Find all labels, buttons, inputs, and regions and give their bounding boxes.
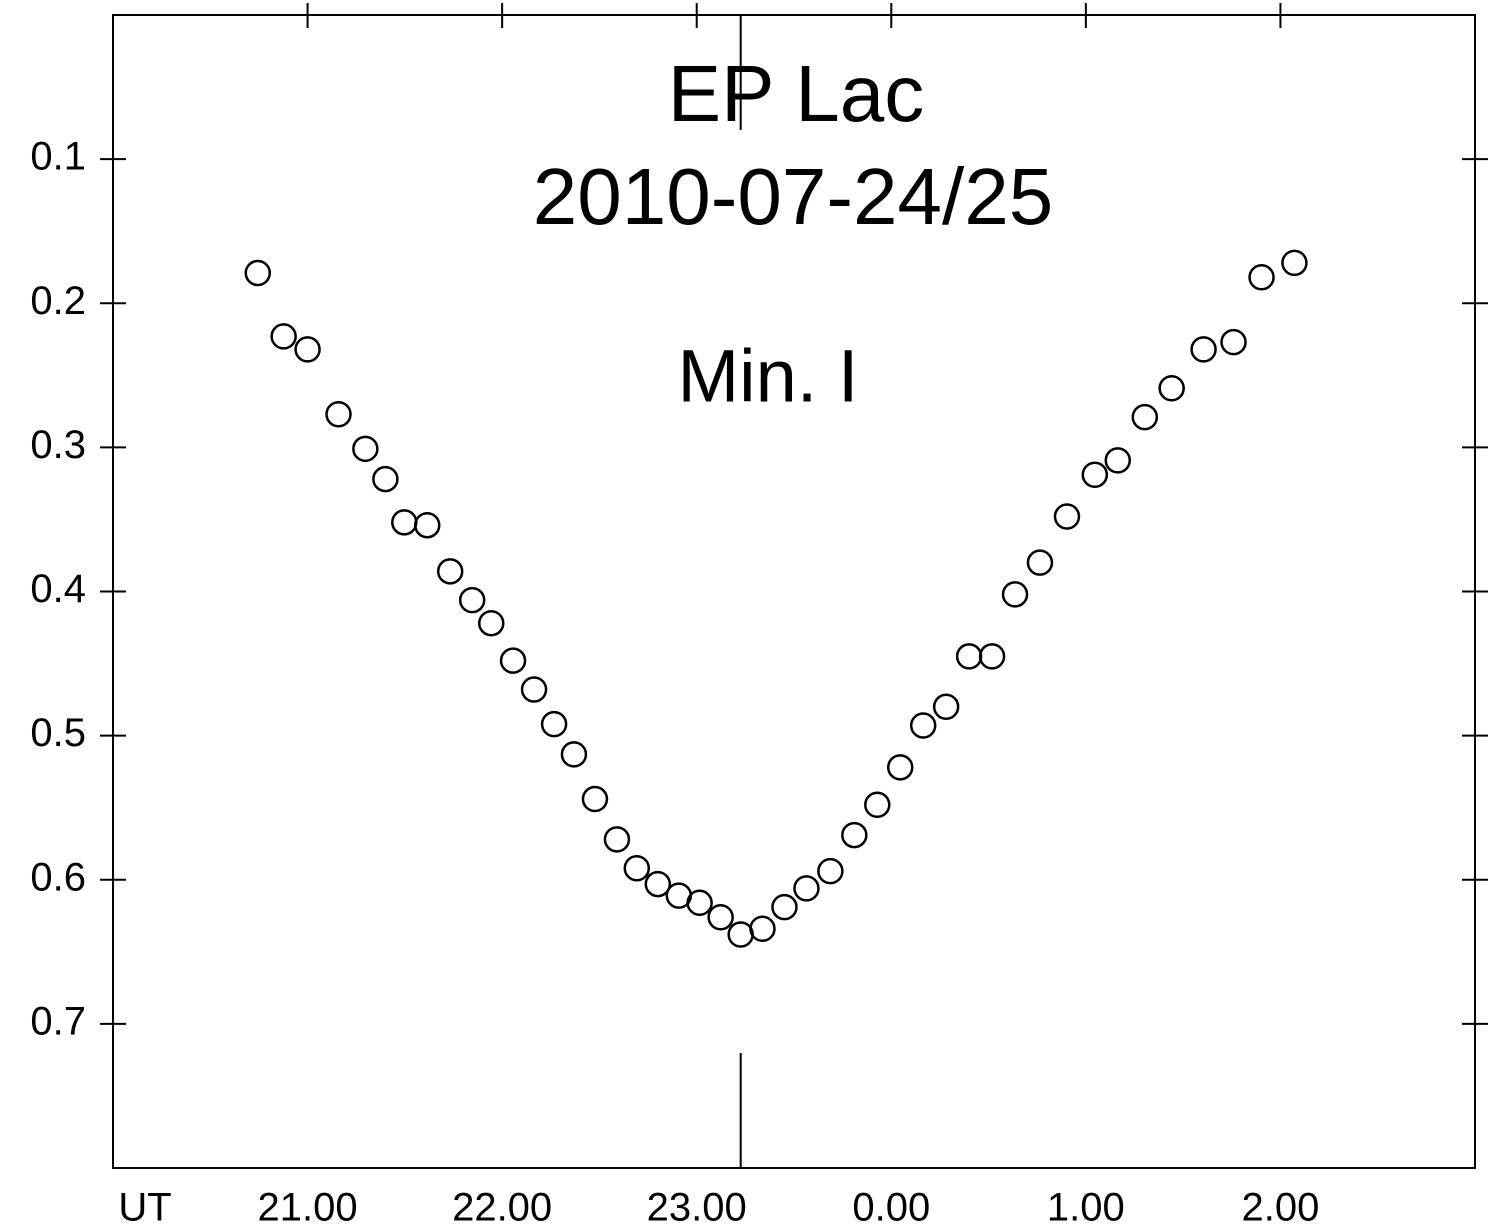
data-point [560, 741, 588, 768]
data-point [499, 647, 527, 674]
data-point [458, 586, 486, 614]
data-point [540, 710, 568, 738]
data-point [270, 323, 297, 350]
data-point [603, 826, 631, 853]
data-point [520, 676, 548, 703]
data-point [932, 693, 960, 721]
data-point [1131, 403, 1159, 431]
data-point [1248, 264, 1275, 291]
data-point [372, 465, 399, 493]
y-tick-label: 0.4 [30, 567, 86, 611]
x-tick-label: 21.00 [258, 1186, 358, 1230]
data-point [325, 400, 352, 428]
data-point [477, 609, 505, 637]
data-point [623, 854, 651, 882]
chart-title: EP Lac [668, 49, 924, 138]
data-point [817, 857, 844, 885]
y-tick-label: 0.1 [30, 135, 86, 179]
x-tick-label: 23.00 [647, 1186, 747, 1230]
data-point [1001, 581, 1029, 608]
data-point [1053, 503, 1081, 530]
y-tick-label: 0.5 [30, 711, 86, 755]
data-point [1220, 328, 1247, 356]
y-tick-label: 0.6 [30, 855, 86, 899]
data-point [391, 509, 418, 536]
data-point [1190, 336, 1217, 363]
data-point [864, 791, 891, 819]
data-point [294, 336, 321, 363]
data-point [771, 893, 798, 921]
annotation: Min. I [678, 335, 859, 418]
data-point [1081, 461, 1109, 489]
y-tick-label: 0.2 [30, 279, 86, 323]
data-point [244, 259, 272, 287]
y-tick-label: 0.3 [30, 423, 86, 467]
x-tick-label: 22.00 [452, 1186, 552, 1230]
data-point [644, 870, 672, 898]
data-point [1104, 447, 1132, 474]
data-point [955, 643, 983, 670]
data-point [886, 754, 914, 781]
data-point [1026, 549, 1054, 576]
data-point [436, 558, 464, 585]
data-point [686, 889, 713, 917]
data-point [841, 821, 868, 849]
data-point [413, 511, 441, 539]
data-point [1281, 249, 1308, 277]
x-tick-label: 2.00 [1241, 1186, 1319, 1230]
data-point [978, 643, 1006, 670]
x-tick-label: 1.00 [1047, 1186, 1125, 1230]
data-point [707, 903, 734, 931]
data-point [749, 915, 776, 943]
data-point [1158, 375, 1185, 402]
data-point [793, 875, 820, 902]
data-point [727, 921, 754, 948]
y-tick-label: 0.7 [30, 999, 86, 1043]
x-axis-label: UT [118, 1186, 171, 1230]
chart-subtitle: 2010-07-24/25 [533, 152, 1053, 241]
x-tick-label: 0.00 [852, 1186, 930, 1230]
data-point [581, 785, 609, 813]
data-point [909, 712, 937, 739]
data-point [352, 435, 379, 463]
